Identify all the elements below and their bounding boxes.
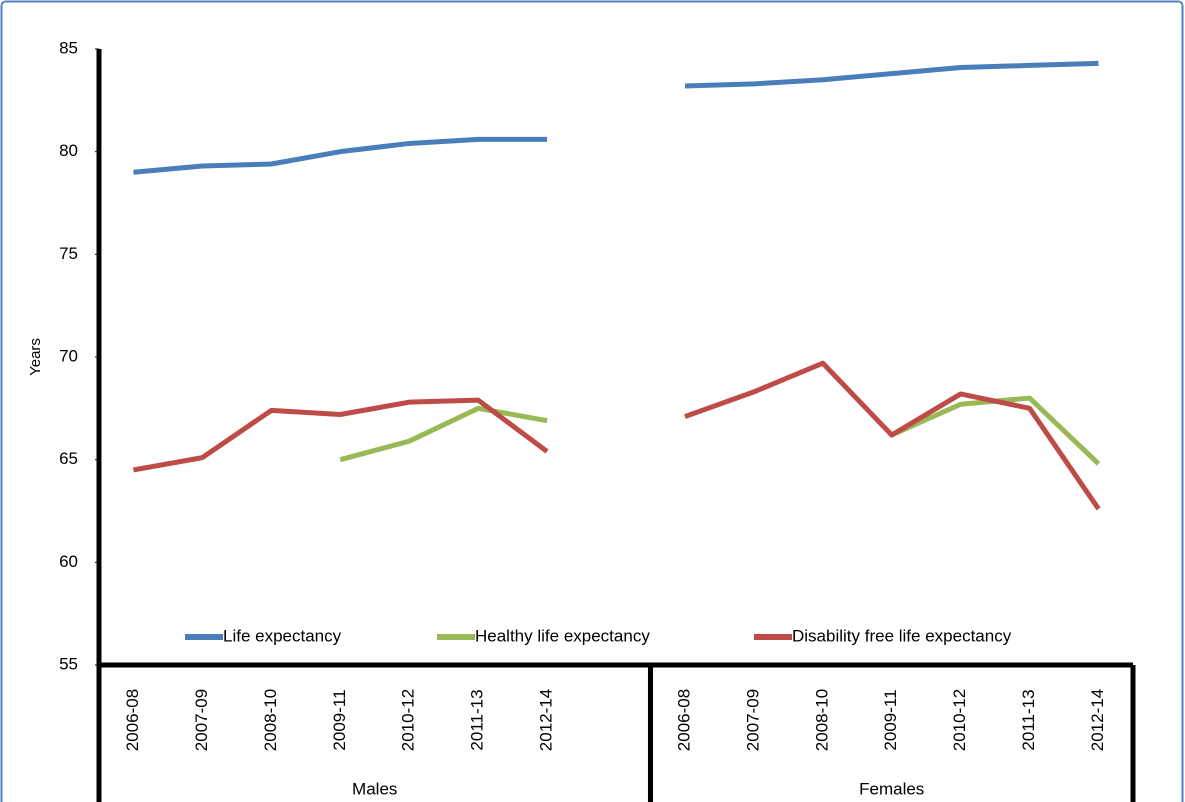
legend-label: Disability free life expectancy xyxy=(792,626,1012,645)
series-line xyxy=(684,60,1099,89)
y-tick-label: 55 xyxy=(59,654,78,673)
y-tick-label: 60 xyxy=(59,552,78,571)
x-tick-label: 2008-10 xyxy=(812,689,831,751)
x-tick-label: 2010-12 xyxy=(950,689,969,751)
x-tick-label: 2009-11 xyxy=(330,689,349,750)
x-tick-label: 2010-12 xyxy=(399,689,418,751)
series-line xyxy=(890,395,1101,466)
x-tick-label: 2006-08 xyxy=(674,689,693,751)
y-tick-label: 80 xyxy=(59,141,78,160)
x-tick-label: 2011-13 xyxy=(1019,689,1038,750)
y-tick-label: 85 xyxy=(59,38,78,57)
y-tick-label: 75 xyxy=(59,244,78,263)
x-tick-label: 2009-11 xyxy=(881,689,900,750)
x-tick-label: 2007-09 xyxy=(192,689,211,751)
y-tick-label: 65 xyxy=(59,449,78,468)
legend-label: Healthy life expectancy xyxy=(475,626,650,645)
x-tick-label: 2012-14 xyxy=(1088,689,1107,751)
series-line xyxy=(133,397,549,473)
y-axis-title: Years xyxy=(27,338,44,376)
series-line xyxy=(133,136,548,175)
x-tick-label: 2008-10 xyxy=(261,689,280,751)
x-tick-label: 2012-14 xyxy=(537,689,556,751)
group-label: Females xyxy=(859,779,924,798)
series-line xyxy=(684,360,1101,511)
legend-label: Life expectancy xyxy=(223,626,342,645)
y-tick-label: 70 xyxy=(59,346,78,365)
group-label: Males xyxy=(352,779,397,798)
x-tick-label: 2007-09 xyxy=(743,689,762,751)
series-line xyxy=(339,405,548,463)
x-tick-label: 2011-13 xyxy=(468,689,487,750)
x-tick-label: 2006-08 xyxy=(123,689,142,751)
